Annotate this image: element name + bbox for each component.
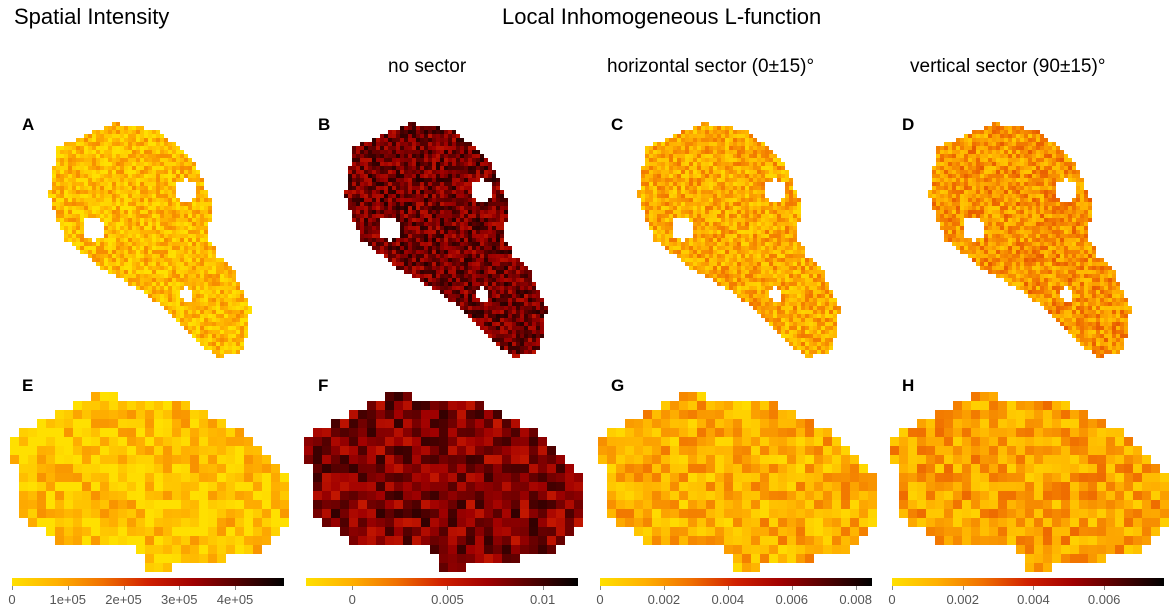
- heatmap-cells: [48, 122, 252, 358]
- heatmap-cells: [10, 392, 289, 572]
- colorbar-tick-label: 0.002: [946, 592, 979, 607]
- heatmap-cells: [344, 122, 548, 358]
- heatmap-cells: [598, 392, 877, 572]
- colorbar-tickmark: [663, 586, 665, 590]
- map-panel-g: [598, 392, 878, 572]
- colorbar-tick-label: 0.004: [711, 592, 745, 607]
- subtitle-no-sector: no sector: [388, 56, 467, 77]
- colorbar-tickmark: [1033, 586, 1035, 590]
- colorbar-tick-label: 2e+05: [105, 592, 142, 607]
- colorbar-tick-label: 0: [596, 592, 604, 607]
- map-panel-b: [336, 118, 551, 363]
- colorbar-tickmark: [855, 586, 857, 590]
- heatmap-cells: [637, 122, 841, 358]
- map-panel-c: [629, 118, 844, 363]
- map-panel-a: [40, 118, 255, 363]
- colorbar-tickmark: [1104, 586, 1106, 590]
- heatmap-cells: [890, 392, 1169, 572]
- heading-spatial-intensity: Spatial Intensity: [14, 4, 170, 29]
- colorbar-tick-label: 4e+05: [216, 592, 254, 607]
- colorbar-tick-label: 0.006: [1087, 592, 1121, 607]
- colorbar-tickmark: [123, 586, 125, 590]
- colorbar-tickmark: [67, 586, 69, 590]
- colorbar-tick-label: 0.008: [839, 592, 872, 607]
- map-panel-d: [920, 118, 1135, 363]
- colorbar-tickmark: [542, 586, 544, 590]
- colorbar-tickmark: [179, 586, 181, 590]
- colorbar-horizontal: [600, 578, 872, 586]
- panel-letter-f: F: [318, 376, 329, 395]
- panel-letter-h: H: [902, 376, 915, 395]
- colorbar-tickmark: [235, 586, 237, 590]
- colorbar-no-sector: [306, 578, 578, 586]
- colorbar-vertical: [892, 578, 1164, 586]
- panel-letter-d: D: [902, 115, 915, 134]
- heatmap-cells: [304, 392, 583, 572]
- subtitle-vertical-sector: vertical sector (90±15)°: [910, 56, 1106, 77]
- colorbar-tickmark: [791, 586, 793, 590]
- panel-letter-e: E: [22, 376, 34, 395]
- colorbar-tick-label: 0: [888, 592, 896, 607]
- colorbar-tick-label: 0.006: [775, 592, 809, 607]
- panel-letter-g: G: [611, 376, 625, 395]
- heading-local-l-function: Local Inhomogeneous L-function: [502, 4, 822, 29]
- colorbar-tickmark: [962, 586, 964, 590]
- colorbar-tick-label: 0.01: [529, 592, 556, 607]
- colorbar-tick-label: 0.002: [647, 592, 681, 607]
- panel-letter-b: B: [318, 115, 331, 134]
- colorbar-tick-label: 1e+05: [49, 592, 87, 607]
- subtitle-horizontal-sector: horizontal sector (0±15)°: [607, 56, 815, 77]
- colorbar-tickmark: [600, 586, 601, 590]
- panel-letter-a: A: [22, 115, 35, 134]
- map-panel-f: [304, 392, 584, 572]
- map-panel-e: [10, 392, 290, 572]
- colorbar-tick-label: 0.004: [1017, 592, 1050, 607]
- map-panel-h: [890, 392, 1170, 572]
- colorbar-tickmark: [352, 586, 354, 590]
- colorbar-tick-label: 0: [8, 592, 16, 607]
- colorbar-tickmark: [892, 586, 893, 590]
- colorbar-tickmark: [447, 586, 449, 590]
- colorbar-tick-label: 0: [348, 592, 356, 607]
- colorbar-tick-label: 3e+05: [161, 592, 198, 607]
- colorbar-tickmark: [727, 586, 729, 590]
- colorbar-intensity: [12, 578, 284, 586]
- colorbar-tickmark: [12, 586, 13, 590]
- heatmap-cells: [928, 122, 1132, 358]
- panel-letter-c: C: [611, 115, 624, 134]
- colorbar-tick-label: 0.005: [431, 592, 464, 607]
